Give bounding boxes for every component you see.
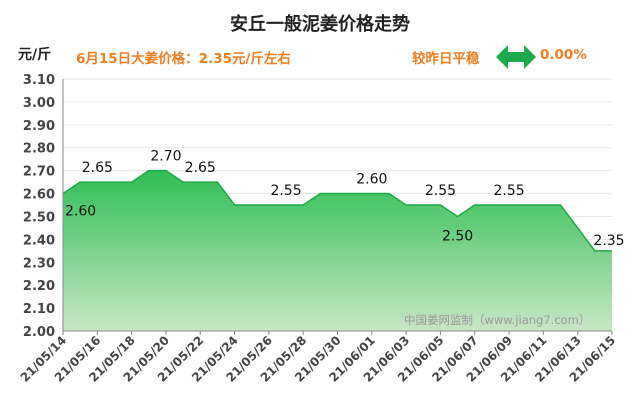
y-tick-label: 3.10 [23, 73, 55, 88]
watermark: 中国姜网监制（www.jiang7.com） [404, 313, 590, 327]
y-tick-label: 2.50 [23, 210, 55, 225]
price-area [63, 171, 612, 331]
data-label: 2.55 [270, 183, 301, 199]
y-tick-label: 2.90 [23, 119, 55, 134]
y-tick-label: 2.30 [23, 256, 55, 271]
y-tick-label: 2.20 [23, 279, 55, 294]
y-tick-label: 2.00 [23, 325, 55, 340]
y-tick-label: 2.40 [23, 233, 55, 248]
data-label: 2.65 [185, 160, 216, 176]
data-label: 2.60 [65, 204, 96, 220]
y-tick-label: 3.00 [23, 96, 55, 111]
data-label: 2.65 [82, 160, 113, 176]
data-label: 2.60 [356, 172, 387, 188]
y-tick-label: 2.60 [23, 188, 55, 203]
y-tick-label: 2.10 [23, 302, 55, 317]
data-label: 2.35 [593, 233, 624, 249]
y-tick-label: 2.80 [23, 142, 55, 157]
data-label: 2.70 [150, 149, 181, 165]
data-label: 2.50 [442, 228, 473, 244]
y-tick-label: 2.70 [23, 165, 55, 180]
price-chart: 2.00 2.10 2.20 2.30 2.40 2.50 2.60 2.70 2.80 2.90… [0, 0, 640, 410]
data-label: 2.55 [425, 183, 456, 199]
data-label: 2.55 [493, 183, 524, 199]
